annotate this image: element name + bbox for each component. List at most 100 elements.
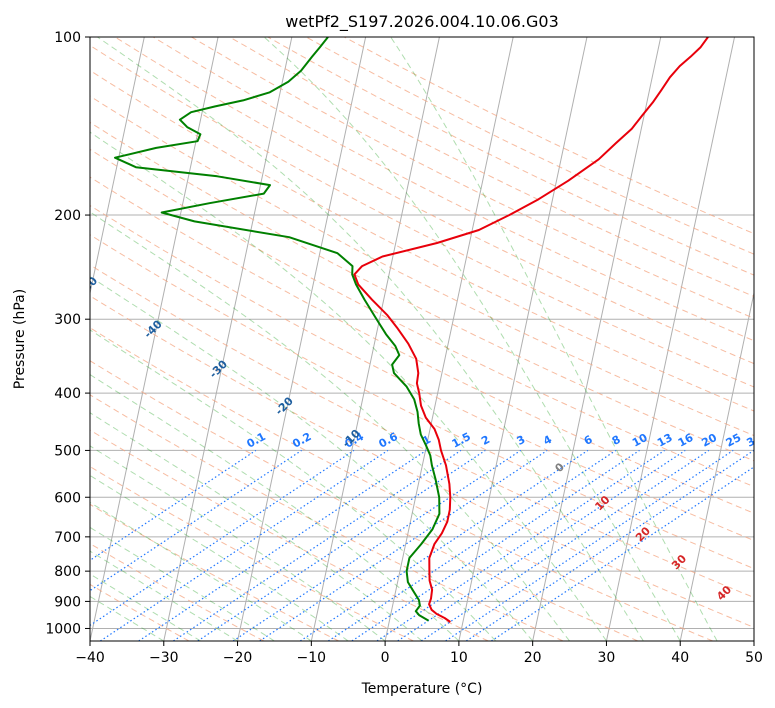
dry-adiabat-line — [90, 234, 754, 570]
moist-adiabat-line — [90, 276, 534, 641]
dry-adiabat-line — [229, 37, 754, 298]
chart-title: wetPf2_S197.2026.004.10.06.G03 — [285, 12, 559, 32]
mixing-ratio-line — [376, 449, 665, 641]
isotherm-label: -40 — [141, 317, 164, 340]
y-tick-label: 600 — [54, 490, 81, 506]
temperature-profile-line — [353, 37, 709, 623]
isotherm-lines — [0, 37, 754, 641]
y-axis-ticks: 100 200 300 400 500 600 700 800 900 1000 — [45, 30, 90, 637]
x-tick-label: 10 — [450, 650, 468, 666]
moist-adiabat-line — [97, 37, 644, 641]
dry-adiabat-line — [90, 360, 639, 641]
mixing-ratio-label: 4 — [541, 433, 554, 448]
mixing-ratio-label: 10 — [630, 431, 650, 450]
x-tick-label: −30 — [149, 650, 179, 666]
mixing-ratio-label: 30 — [744, 431, 764, 450]
dry-adiabat-line — [114, 37, 754, 365]
y-tick-label: 1000 — [45, 621, 81, 637]
mixing-ratio-line — [465, 449, 754, 641]
dry-adiabat-line — [90, 465, 414, 641]
mixing-ratio-label: 8 — [610, 433, 623, 448]
moist-adiabat-line — [90, 445, 386, 641]
mixing-ratio-label: 13 — [655, 431, 675, 450]
mixing-ratio-line — [299, 449, 589, 641]
isotherm-line — [384, 37, 514, 641]
mixing-ratio-label: 36 — [769, 431, 775, 450]
dry-adiabat-line — [90, 264, 754, 599]
dry-adiabat-line — [90, 148, 754, 488]
moist-adiabats — [90, 37, 718, 641]
isotherm-label: -60 — [13, 228, 36, 251]
moist-adiabat-line — [90, 526, 275, 641]
y-tick-label: 400 — [54, 386, 81, 402]
y-tick-label: 800 — [54, 564, 81, 580]
mixing-ratio-line — [138, 449, 427, 641]
x-tick-label: −10 — [297, 650, 327, 666]
isotherm-line — [163, 37, 293, 641]
x-tick-label: 20 — [524, 650, 542, 666]
isotherm-label: -50 — [77, 274, 100, 297]
moist-adiabat-line — [90, 131, 607, 641]
y-tick-label: 900 — [54, 594, 81, 610]
isotherm-line — [0, 37, 71, 641]
moist-adiabat-label: 40 — [714, 583, 734, 603]
mixing-ratio-label: 0.1 — [245, 430, 268, 451]
y-tick-label: 700 — [54, 530, 81, 546]
x-axis-title: Temperature (°C) — [361, 681, 483, 697]
moist-adiabat-line — [90, 595, 165, 641]
dry-adiabat-line — [90, 394, 564, 641]
dewpoint-profile-line — [114, 37, 441, 622]
dry-adiabat-line — [90, 176, 754, 514]
dry-adiabat-line — [90, 121, 754, 462]
profile-series — [114, 37, 709, 623]
dry-adiabat-line — [152, 37, 754, 342]
y-tick-label: 100 — [54, 30, 81, 46]
y-axis-title: Pressure (hPa) — [12, 289, 28, 389]
isotherm-line — [679, 290, 754, 641]
dry-adiabat-line — [90, 295, 754, 628]
y-tick-label: 300 — [54, 312, 81, 328]
mixing-ratio-line — [445, 449, 734, 641]
isobar-lines — [90, 37, 754, 629]
x-tick-label: −20 — [223, 650, 253, 666]
mixing-ratio-lines — [90, 449, 754, 641]
dry-adiabat-line — [90, 327, 713, 641]
moist-adiabat-line — [90, 374, 460, 641]
moist-adiabat-label: 30 — [669, 552, 689, 572]
mixing-ratio-line — [99, 449, 389, 641]
mixing-ratio-line — [90, 449, 355, 627]
mixing-ratio-label: 6 — [582, 433, 595, 448]
mixing-ratio-line — [327, 449, 617, 641]
dry-adiabat-line — [90, 204, 754, 542]
x-tick-label: 30 — [598, 650, 616, 666]
mixing-ratio-line — [173, 449, 462, 641]
isotherm-line — [753, 638, 754, 641]
mixing-ratio-line — [90, 449, 257, 562]
mixing-ratio-label: 1.5 — [450, 430, 473, 451]
mixing-ratio-label: 0.2 — [290, 430, 313, 451]
moist-adiabat-line — [90, 573, 201, 641]
mixing-ratio-line — [397, 449, 686, 641]
mixing-ratio-label: 0.6 — [377, 430, 401, 451]
mixing-ratio-line — [259, 449, 548, 641]
dry-adiabat-line — [90, 95, 754, 437]
moist-adiabat-line — [90, 412, 423, 641]
mixing-ratio-line — [197, 449, 486, 641]
dry-adiabat-line — [90, 583, 190, 641]
dry-adiabat-line — [90, 503, 339, 641]
dry-adiabat-line — [90, 44, 754, 388]
isotherm-label: -30 — [207, 357, 230, 380]
moist-adiabat-line — [90, 474, 349, 641]
mixing-ratio-line — [90, 449, 302, 592]
mixing-ratio-line — [491, 466, 754, 641]
plot-frame — [89, 36, 755, 642]
background-lines: 0.10.20.40.611.52346810131620253036-100-… — [0, 37, 775, 641]
x-axis-ticks: −40 −30 −20 −10 0 10 20 30 40 50 — [75, 641, 763, 666]
mixing-ratio-line — [351, 449, 640, 641]
mixing-ratio-label: 25 — [724, 431, 744, 450]
moist-adiabat-line — [90, 211, 570, 641]
moist-adiabat-line — [90, 550, 238, 641]
mixing-ratio-label: 20 — [699, 431, 719, 450]
isotherm-line — [532, 37, 662, 641]
